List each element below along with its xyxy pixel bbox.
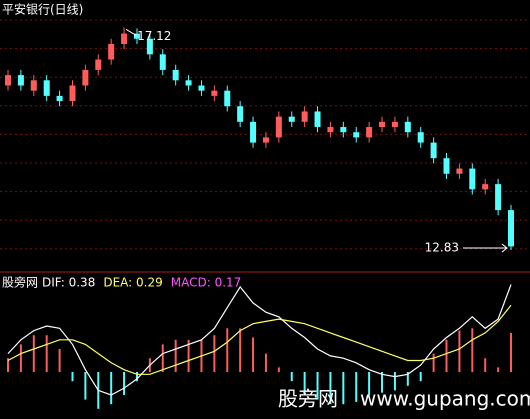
indicator-label: DEA: 0.29 [103,276,162,290]
candle-body [288,116,295,122]
candle-body [146,38,153,55]
candle-body [391,121,398,128]
candle-body [30,80,37,91]
candle-body [159,54,166,70]
candle-body [108,43,115,60]
low-label: 12.83 [425,241,459,255]
candle-body [327,127,334,133]
candle-body [133,33,140,39]
candle-body [95,59,102,70]
high-label: 17.12 [137,29,171,43]
chart-title: 平安银行(日线) [2,2,83,17]
low-arrowhead [501,243,508,253]
candle-body [379,121,386,128]
candle-body [185,80,192,86]
indicator-source: 股旁网 [2,275,38,290]
high-pointer [125,28,137,36]
candle-body [508,210,514,247]
candle-body [250,121,257,143]
candle-body [43,80,50,96]
candle-body [314,111,321,128]
candle-body [5,75,11,86]
candle-body [353,132,360,138]
dif-line [7,284,512,396]
candle-body [366,127,373,138]
candle-body [17,75,24,86]
candle-body [417,132,424,143]
indicator-label: DIF: 0.38 [42,276,95,290]
candle-body [340,127,347,133]
candle-body [301,111,308,122]
candle-body [237,106,244,122]
candle-body [495,184,502,211]
candle-body [482,184,489,190]
candle-body [262,137,269,143]
candle-body [69,85,76,102]
candle-body [211,90,218,96]
candle-body [443,158,450,174]
candle-body [430,142,437,159]
candle-body [172,69,179,81]
candle-body [456,168,463,174]
watermark-url: www.gupang.com [360,387,530,411]
candle-body [56,95,63,102]
dea-line [7,304,512,375]
watermark-name: 股旁网 [278,387,338,411]
candle-body [224,90,231,107]
candle-body [82,69,89,86]
candle-body [121,33,128,44]
indicator-label: MACD: 0.17 [171,276,242,290]
candle-body [469,168,476,190]
candle-body [404,121,411,133]
candle-body [275,116,282,138]
candle-body [198,85,205,91]
